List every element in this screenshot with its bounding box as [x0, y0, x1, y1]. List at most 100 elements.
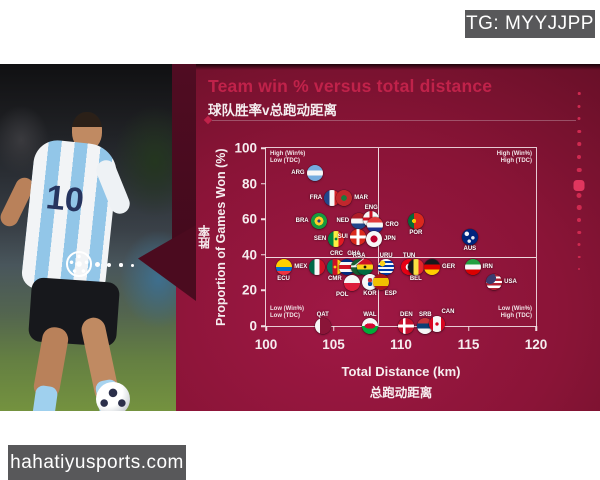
team-label-SEN: SEN: [313, 235, 327, 242]
quadrant-divider-horizontal: [266, 256, 536, 258]
football: [96, 382, 130, 411]
telegram-badge-text: TG: MYYJJPP: [466, 13, 594, 34]
wal-flag-icon: [361, 318, 378, 334]
deco-dot: [577, 104, 581, 108]
x-tick-label: 105: [322, 337, 345, 352]
ecu-flag-icon: [275, 259, 292, 276]
sen-flag-icon: [328, 230, 345, 247]
den-flag-icon: [398, 318, 415, 334]
usa-flag-icon: [486, 273, 503, 290]
team-label-SUI: SUI: [337, 234, 348, 240]
pol-flag-icon: [344, 275, 361, 292]
header-divider: [212, 120, 576, 121]
deco-dot: [577, 243, 581, 247]
deco-dot: [578, 268, 580, 271]
fra-flag-icon: [324, 189, 341, 206]
y-tick-mark: [261, 325, 266, 327]
team-label-URU: URU: [379, 253, 393, 260]
ger-flag-icon: [424, 259, 441, 276]
quadrant-label-top_left: High (Win%) Low (TDC): [270, 151, 305, 165]
team-label-CRO: CRO: [385, 221, 399, 228]
y-tick-mark: [261, 147, 266, 149]
x-tick-label: 120: [524, 337, 548, 352]
team-label-FRA: FRA: [309, 194, 323, 201]
team-label-KSA: KSA: [352, 253, 366, 260]
y-tick-mark: [261, 289, 266, 292]
y-tick-label: 40: [241, 247, 257, 263]
quadrant-label-line: Low (Win%): [270, 306, 304, 312]
cro-flag-icon: [367, 216, 384, 233]
deco-dot: [577, 117, 581, 121]
jpn-flag-icon: [366, 230, 382, 247]
trail-dot: [107, 263, 111, 267]
y-tick-mark: [261, 254, 266, 256]
team-label-GHA: GHA: [347, 251, 361, 258]
team-label-MAR: MAR: [354, 194, 368, 201]
team-label-ENG: ENG: [364, 205, 378, 212]
y-tick-mark: [261, 218, 266, 220]
quadrant-label-line: Low (TDC): [270, 158, 300, 164]
uru-flag-icon: [378, 259, 395, 276]
player-sock: [31, 384, 59, 411]
quadrant-label-line: Low (TDC): [270, 313, 300, 319]
deco-dot: [576, 192, 582, 198]
bel-flag-icon: [407, 259, 424, 276]
x-tick-label: 110: [390, 337, 412, 352]
x-tick-mark: [332, 326, 335, 331]
x-tick-label: 115: [457, 337, 480, 352]
trail-dot: [131, 264, 134, 267]
y-tick-label: 60: [241, 211, 257, 227]
team-label-GER: GER: [442, 264, 456, 271]
bra-flag-icon: [310, 212, 327, 229]
y-tick-mark: [261, 182, 266, 185]
deco-dot: [577, 155, 581, 159]
quadrant-label-bottom_left: Low (Win%) Low (TDC): [270, 306, 304, 320]
team-label-AUS: AUS: [463, 246, 477, 252]
y-tick-label: 80: [241, 176, 257, 192]
esp-flag-icon: [372, 273, 389, 290]
scatter-plot: High (Win%) Low (TDC) High (Win%) High (TDC…: [234, 141, 547, 353]
telegram-badge: TG: MYYJJPP: [465, 10, 595, 38]
team-label-CRC: CRC: [330, 251, 343, 258]
team-label-ESP: ESP: [384, 290, 397, 297]
player-jersey-number: 10: [44, 178, 86, 220]
chart-title: Team win % versus total distance: [208, 76, 493, 96]
team-label-NED: NED: [336, 217, 350, 224]
gha-flag-icon: [356, 259, 373, 276]
quadrant-label-line: Low (Win%): [498, 306, 532, 312]
trail-dot: [95, 262, 100, 267]
deco-dot: [573, 180, 585, 192]
team-label-SRB: SRB: [418, 312, 432, 318]
deco-dot: [577, 129, 581, 134]
chart-subtitle-zh: 球队胜率v总跑动距离: [208, 103, 338, 118]
cmr-flag-icon: [326, 259, 343, 276]
quadrant-label-bottom_right: Low (Win%) High (TDC): [498, 306, 532, 320]
team-label-KOR: KOR: [363, 290, 377, 297]
x-tick-mark: [467, 326, 470, 331]
x-axis-label-zh: 总跑动距离: [369, 386, 433, 400]
x-tick-mark: [535, 326, 537, 331]
qat-flag-icon: [314, 318, 331, 334]
ned-flag-icon: [351, 212, 368, 229]
can-flag-icon: [429, 316, 446, 333]
quadrant-label-line: High (Win%): [496, 151, 532, 157]
sui-flag-icon: [349, 229, 366, 245]
x-axis-label: Total Distance (km): [341, 364, 461, 379]
mex-flag-icon: [309, 259, 326, 276]
player-photo: 10: [0, 64, 176, 411]
quadrant-label-line: High (Win%): [270, 151, 306, 157]
team-label-MEX: MEX: [294, 264, 308, 271]
irn-flag-icon: [464, 259, 481, 276]
team-label-DEN: DEN: [400, 312, 413, 318]
team-label-WAL: WAL: [363, 312, 377, 318]
website-badge: hahatiyusports.com: [8, 445, 186, 480]
team-label-QAT: QAT: [316, 312, 329, 318]
crc-flag-icon: [339, 259, 355, 276]
aus-flag-icon: [461, 229, 478, 245]
team-label-TUN: TUN: [402, 253, 416, 260]
team-label-ARG: ARG: [291, 169, 305, 176]
team-label-CAN: CAN: [441, 309, 455, 316]
srb-flag-icon: [417, 318, 434, 334]
team-label-JPN: JPN: [384, 235, 396, 242]
